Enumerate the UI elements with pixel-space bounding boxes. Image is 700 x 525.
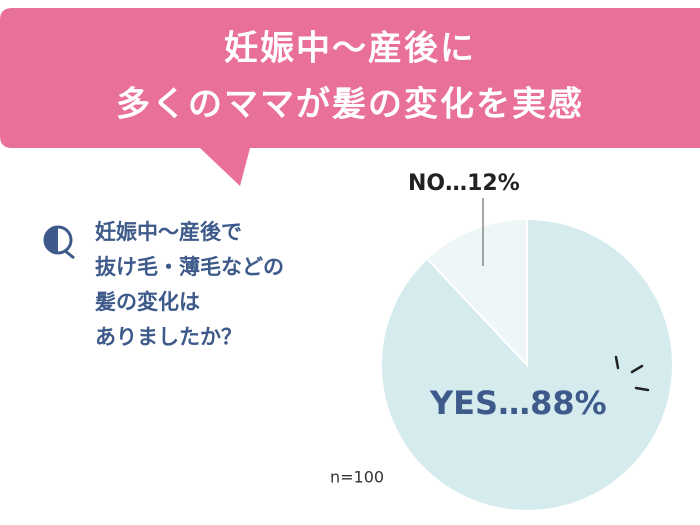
question-line: 髪の変化は bbox=[94, 290, 200, 314]
question-line: ありましたか？ bbox=[95, 325, 242, 349]
q-icon bbox=[43, 225, 75, 260]
q-icon-tail bbox=[63, 248, 75, 260]
accent-ticks bbox=[614, 355, 650, 392]
question-line: 妊娠中〜産後で bbox=[95, 220, 242, 244]
sample-note: n=100 bbox=[330, 468, 384, 487]
value-label: YES…88% bbox=[429, 384, 607, 422]
accent-tick bbox=[634, 386, 650, 392]
accent-tick bbox=[630, 364, 644, 374]
value-label: NO…12% bbox=[408, 171, 520, 196]
q-icon-half bbox=[45, 227, 58, 253]
pie-slice bbox=[425, 217, 528, 368]
pie bbox=[380, 217, 674, 512]
question-line: 抜け毛・薄毛などの bbox=[95, 255, 284, 279]
speech-bubble bbox=[0, 8, 700, 186]
title-line: 妊娠中〜産後に bbox=[224, 29, 476, 69]
accent-tick bbox=[614, 355, 620, 370]
title-line: 多くのママが髪の変化を実感 bbox=[116, 85, 584, 125]
